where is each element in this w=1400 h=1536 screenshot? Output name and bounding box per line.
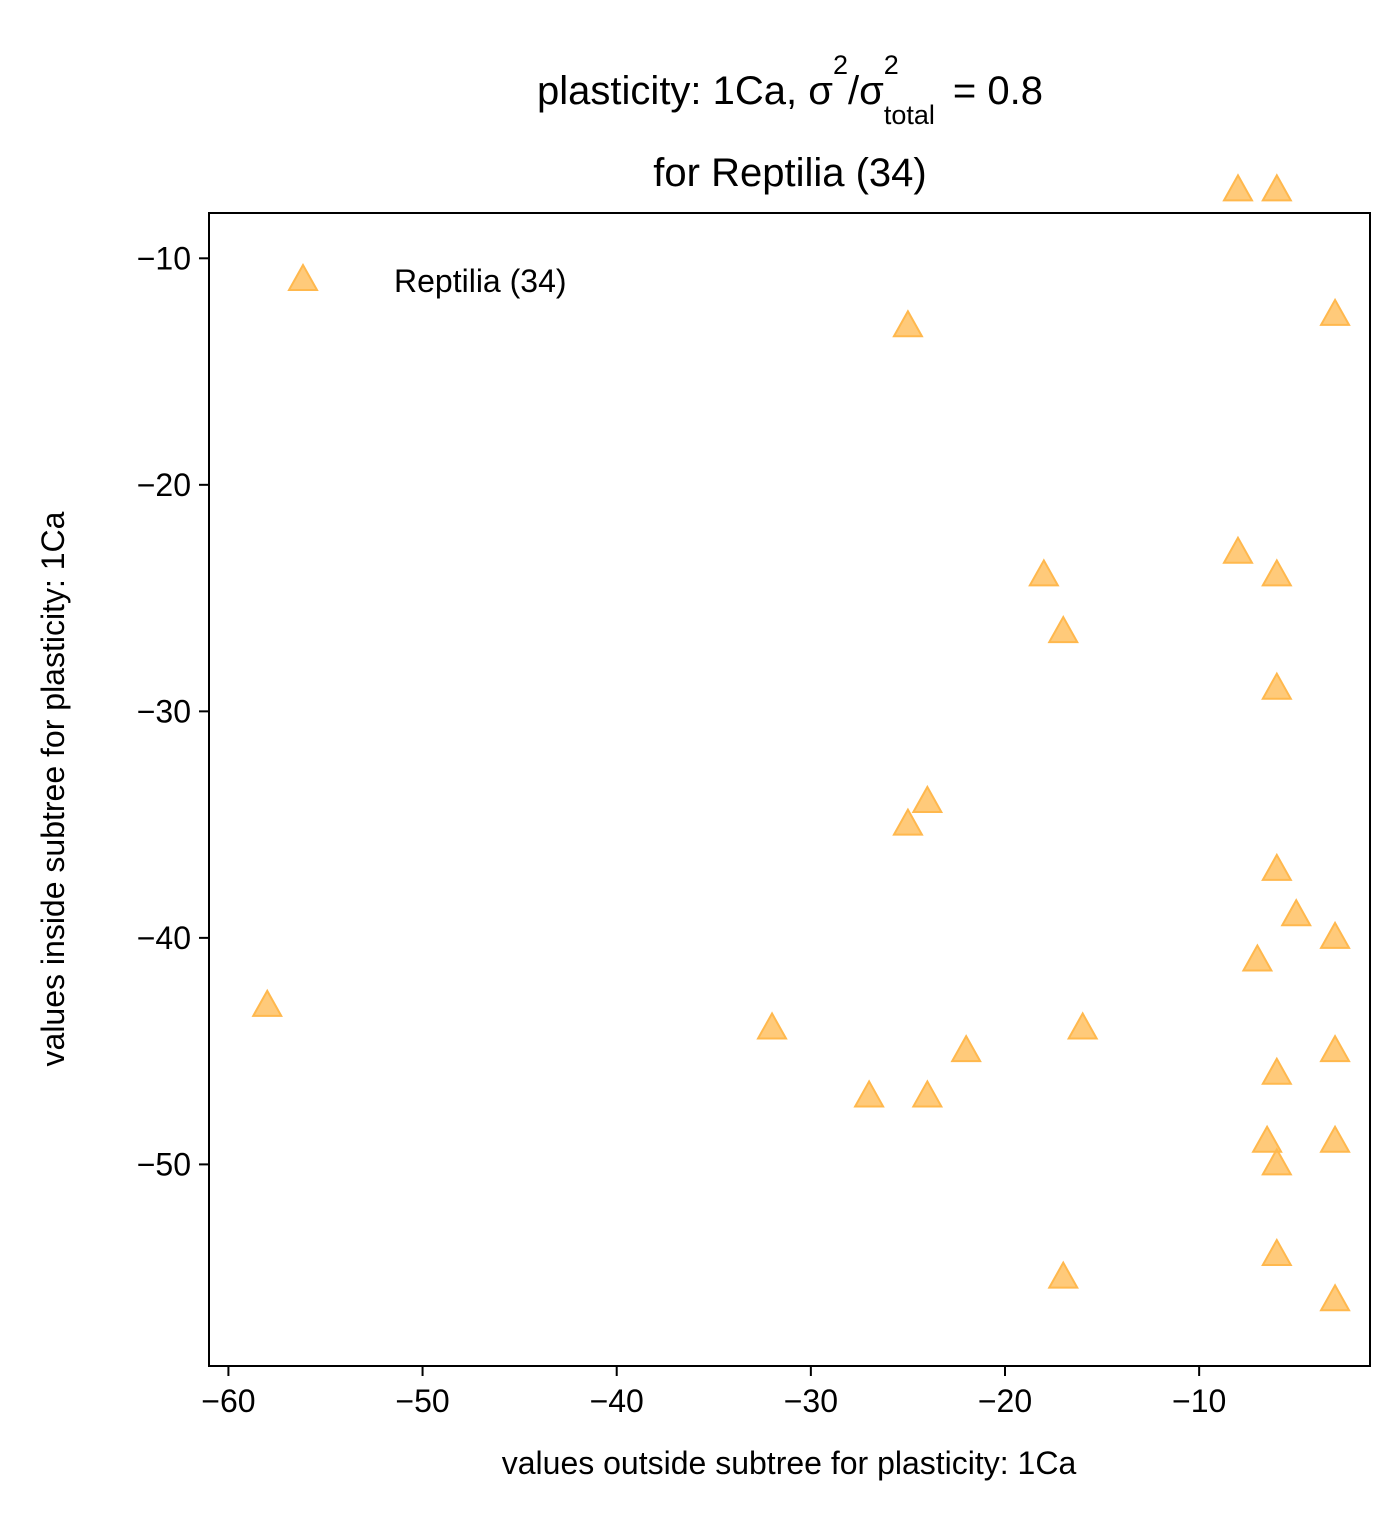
data-point-triangle [1047, 615, 1079, 644]
x-tick-label: −10 [1172, 1383, 1226, 1419]
data-point-triangle [1222, 535, 1254, 564]
data-point-triangle [1028, 558, 1060, 587]
data-point-triangle [1222, 173, 1254, 202]
x-tick-label: −30 [784, 1383, 838, 1419]
y-axis-ticks: −10 −20 −30 −40 −50 [137, 240, 209, 1182]
x-axis-label: values outside subtree for plasticity: 1… [502, 1445, 1077, 1481]
chart-title-line1: plasticity: 1Ca, σ2/σ2 total= 0.8 [537, 50, 1043, 130]
y-tick-label: −30 [137, 693, 191, 729]
data-point-triangle [251, 988, 283, 1017]
data-point-triangle [911, 1079, 944, 1108]
y-tick-label: −40 [137, 920, 191, 956]
data-point-triangle [1261, 558, 1293, 587]
data-point-triangle [1319, 1034, 1351, 1063]
data-point-triangle [1261, 173, 1293, 202]
x-axis-ticks: −60 −50 −40 −30 −20 −10 [201, 1366, 1226, 1419]
data-point-triangle [853, 1079, 885, 1108]
plot-area-frame [208, 212, 1371, 1367]
data-point-triangle [1241, 943, 1274, 972]
data-point-triangle [1261, 1237, 1293, 1267]
data-point-triangle [1047, 1260, 1079, 1289]
y-axis-label: values inside subtree for plasticity: 1C… [35, 511, 71, 1066]
x-tick-label: −40 [590, 1383, 644, 1419]
data-point-triangle [911, 784, 944, 813]
data-point-triangle [1261, 852, 1293, 881]
x-tick-label: −60 [201, 1383, 255, 1419]
data-point-triangle [892, 807, 924, 836]
legend-marker-triangle [287, 262, 319, 291]
data-point-triangle [892, 309, 924, 338]
data-point-triangle [756, 1011, 788, 1040]
scatter-points [251, 173, 1351, 1312]
data-point-triangle [1261, 671, 1293, 700]
data-point-triangle [1319, 1283, 1351, 1312]
y-tick-label: −20 [137, 467, 191, 503]
legend-label: Reptilia (34) [394, 263, 567, 299]
legend: Reptilia (34) [287, 262, 567, 299]
data-point-triangle [950, 1034, 982, 1063]
data-point-triangle [1319, 1124, 1351, 1153]
chart-title-line2: for Reptilia (34) [653, 151, 926, 195]
data-point-triangle [1251, 1124, 1283, 1153]
x-tick-label: −50 [395, 1383, 449, 1419]
y-tick-label: −10 [137, 240, 191, 276]
x-tick-label: −20 [978, 1383, 1032, 1419]
data-point-triangle [1280, 898, 1312, 927]
data-point-triangle [1319, 920, 1351, 949]
data-point-triangle [1261, 1147, 1293, 1176]
data-point-triangle [1261, 1056, 1293, 1085]
y-tick-label: −50 [137, 1146, 191, 1182]
data-point-triangle [1319, 297, 1351, 326]
data-point-triangle [1066, 1011, 1099, 1040]
